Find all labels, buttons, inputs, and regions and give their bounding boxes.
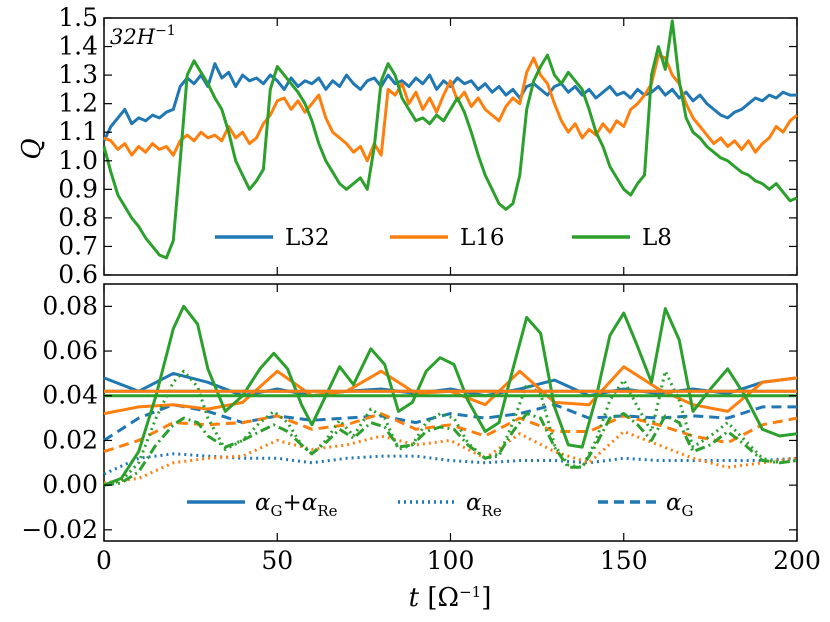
bottom-x-axis-label: t [Ω−1] [409,583,492,613]
bottom-y-ticks: −0.02 0.00 0.02 0.04 0.06 0.08 [21,291,797,544]
series-line-l32-re [103,452,798,476]
legend-label-re: αRe [466,490,502,520]
top-panel: 0.60.70.80.91.01.11.21.31.41.5 32H−1 Q L… [17,3,798,289]
y-tick-label: 0.7 [58,231,98,260]
y-tick-label: 0.6 [58,260,98,289]
x-tick-label: 50 [261,546,293,575]
series-line-l8 [102,19,798,260]
series-line-l32-g [103,403,797,442]
series-line-l8-g-re [103,304,798,487]
series-line-l16-g [103,412,798,454]
series-line-l16-re [103,430,798,485]
y-tick-label: 0.00 [42,470,98,499]
series-line-l8-re [103,369,798,487]
top-legend: L32 L16 L8 [215,225,672,251]
y-tick-label: 0.02 [42,425,98,454]
x-tick-label: 200 [773,546,821,575]
y-tick-label: 0.08 [42,291,98,320]
y-tick-label: 0.8 [58,203,98,232]
y-tick-label: 1.2 [58,89,98,118]
legend-label-g: αG [666,490,694,520]
y-tick-label: 1.1 [58,117,98,146]
x-tick-label: 100 [427,546,475,575]
top-y-ticks: 0.60.70.80.91.01.11.21.31.41.5 [58,3,797,289]
y-tick-label: 1.5 [58,3,98,32]
bottom-panel: −0.02 0.00 0.02 0.04 0.06 0.08 0 50 100 150 200 t… [21,283,821,613]
x-tick-label: 0 [96,546,112,575]
legend-label-l8: L8 [642,225,672,251]
y-tick-label: −0.02 [21,515,98,544]
y-tick-label: 0.9 [58,174,98,203]
legend-label-g-re: αG+αRe [255,490,338,520]
bottom-legend: αG+αRe αRe αG [187,490,694,520]
bottom-lines [103,304,798,487]
x-tick-label: 150 [600,546,648,575]
y-tick-label: 1.0 [58,146,98,175]
y-tick-label: 1.3 [58,60,98,89]
legend-label-l32: L32 [285,225,330,251]
legend-label-l16: L16 [460,225,505,251]
top-panel-annotation: 32H−1 [110,23,176,49]
top-plot-frame [103,17,798,276]
y-tick-label: 1.4 [58,32,98,61]
bottom-x-ticks: 0 50 100 150 200 [96,284,821,575]
top-lines [102,18,798,275]
y-tick-label: 0.06 [42,336,98,365]
y-tick-label: 0.04 [42,381,98,410]
top-y-axis-label: Q [17,138,47,159]
